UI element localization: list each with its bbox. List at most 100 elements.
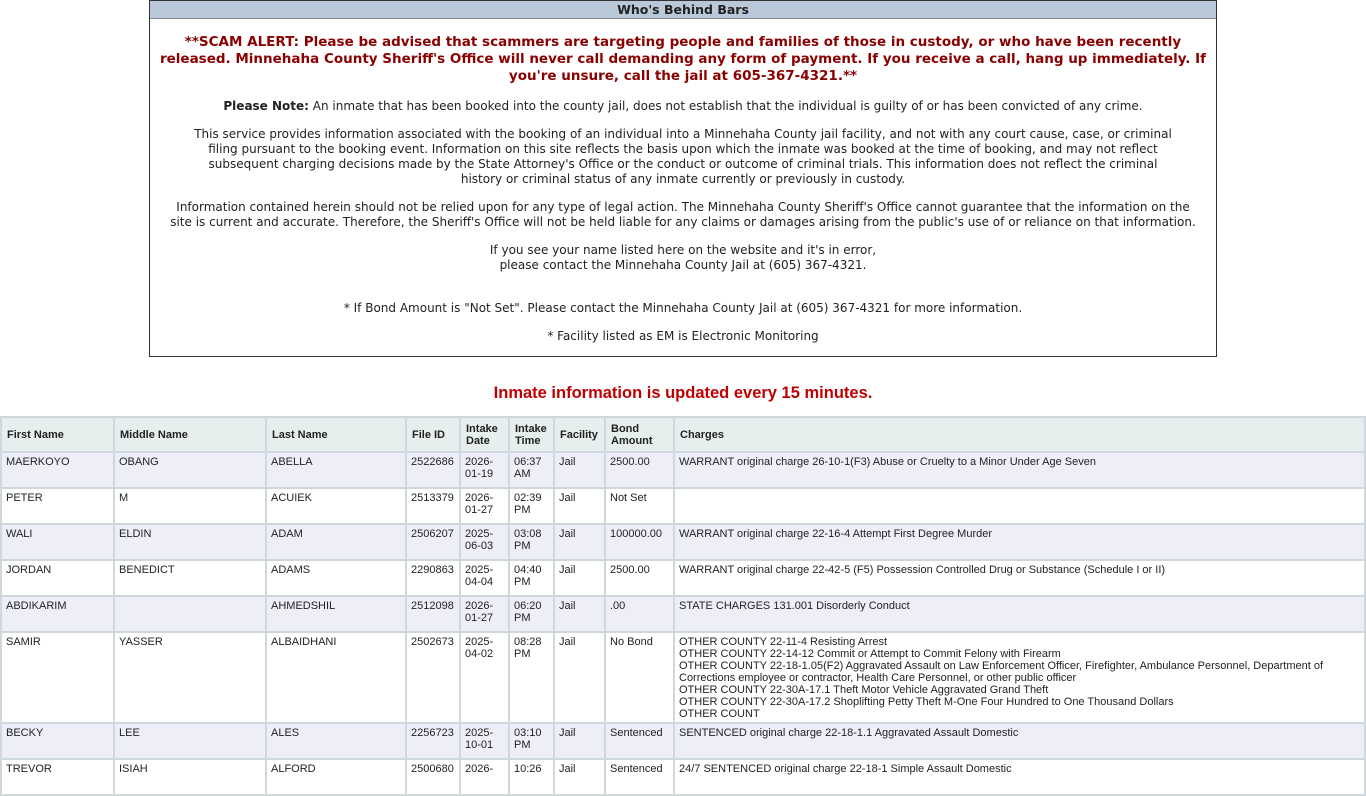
bond-note: * If Bond Amount is "Not Set". Please co… xyxy=(343,301,1023,315)
error-line-2: please contact the Minnehaha County Jail… xyxy=(499,258,867,272)
charge-line: OTHER COUNT xyxy=(679,708,760,720)
cell-time: 03:10 PM xyxy=(508,722,555,760)
column-header[interactable]: Charges xyxy=(673,416,1366,453)
please-note-label: Please Note: xyxy=(223,99,309,113)
notice-title: Who's Behind Bars xyxy=(150,1,1216,19)
charge-line: OTHER COUNTY 22-30A-17.1 Theft Motor Veh… xyxy=(679,684,1049,696)
cell-time: 04:40 PM xyxy=(508,559,555,597)
notice-box: Who's Behind Bars **SCAM ALERT: Please b… xyxy=(149,0,1217,357)
inmate-table: First Name Middle Name Last Name File ID Int… xyxy=(0,416,1366,796)
update-notice: Inmate information is updated every 15 m… xyxy=(493,384,873,402)
cell-first: WALI xyxy=(0,523,115,561)
cell-file-id: 2256723 xyxy=(405,722,461,760)
charge-line: OTHER COUNTY 22-30A-17.2 Shoplifting Pet… xyxy=(679,696,1174,708)
column-header[interactable]: Intake Date xyxy=(459,416,510,453)
table-row: BECKY LEE ALES 2256723 2025-10-01 03:10 PM Jai… xyxy=(0,722,1366,760)
cell-file-id: 2506207 xyxy=(405,523,461,561)
cell-charges: STATE CHARGES 131.001 Disorderly Conduct xyxy=(673,595,1366,633)
column-header[interactable]: First Name xyxy=(0,416,115,453)
cell-last: AHMEDSHIL xyxy=(265,595,407,633)
cell-bond: .00 xyxy=(604,595,675,633)
cell-charges: OTHER COUNTY 22-11-4 Resisting Arrest OTH… xyxy=(673,631,1366,724)
cell-facility: Jail xyxy=(553,523,606,561)
cell-middle: ISIAH xyxy=(113,758,267,796)
cell-middle: YASSER xyxy=(113,631,267,724)
cell-facility: Jail xyxy=(553,631,606,724)
cell-facility: Jail xyxy=(553,758,606,796)
legal-disclaimer: Information contained herein should not … xyxy=(170,200,1196,229)
cell-charges: 24/7 SENTENCED original charge 22-18-1 S… xyxy=(673,758,1366,796)
cell-charges: WARRANT original charge 22-16-4 Attempt … xyxy=(673,523,1366,561)
table-row: TREVOR ISIAH ALFORD 2500680 2026- 10:26 Jail Se… xyxy=(0,758,1366,796)
table-header-row: First Name Middle Name Last Name File ID Int… xyxy=(0,416,1366,453)
cell-first: TREVOR xyxy=(0,758,115,796)
cell-last: ADAMS xyxy=(265,559,407,597)
cell-bond: 100000.00 xyxy=(604,523,675,561)
charge-line: 24/7 SENTENCED original charge 22-18-1 S… xyxy=(679,763,1012,775)
cell-middle: OBANG xyxy=(113,451,267,489)
cell-last: ALFORD xyxy=(265,758,407,796)
cell-date: 2025-04-02 xyxy=(459,631,510,724)
table-row: JORDAN BENEDICT ADAMS 2290863 2025-04-04 04:4… xyxy=(0,559,1366,597)
cell-date: 2025-04-04 xyxy=(459,559,510,597)
charge-line: STATE CHARGES 131.001 Disorderly Conduct xyxy=(679,600,910,612)
cell-date: 2025-06-03 xyxy=(459,523,510,561)
charge-line: WARRANT original charge 22-16-4 Attempt … xyxy=(679,528,993,540)
charge-line: WARRANT original charge 26-10-1(F3) Abus… xyxy=(679,456,1096,468)
service-info: This service provides information associ… xyxy=(194,127,1172,186)
cell-file-id: 2522686 xyxy=(405,451,461,489)
cell-bond: 2500.00 xyxy=(604,451,675,489)
column-header[interactable]: Bond Amount xyxy=(604,416,675,453)
column-header[interactable]: Middle Name xyxy=(113,416,267,453)
cell-facility: Jail xyxy=(553,559,606,597)
cell-bond: Sentenced xyxy=(604,758,675,796)
cell-last: ALES xyxy=(265,722,407,760)
cell-time: 06:37 AM xyxy=(508,451,555,489)
table-row: PETER M ACUIEK 2513379 2026-01-27 02:39 PM Jai… xyxy=(0,487,1366,525)
cell-date: 2026-01-27 xyxy=(459,487,510,525)
cell-time: 10:26 xyxy=(508,758,555,796)
cell-last: ALBAIDHANI xyxy=(265,631,407,724)
cell-first: JORDAN xyxy=(0,559,115,597)
cell-middle xyxy=(113,595,267,633)
cell-date: 2025-10-01 xyxy=(459,722,510,760)
cell-first: PETER xyxy=(0,487,115,525)
cell-bond: Not Set xyxy=(604,487,675,525)
cell-first: SAMIR xyxy=(0,631,115,724)
column-header[interactable]: Last Name xyxy=(265,416,407,453)
column-header[interactable]: Intake Time xyxy=(508,416,555,453)
charge-line: WARRANT original charge 22-42-5 (F5) Pos… xyxy=(679,564,1166,576)
cell-facility: Jail xyxy=(553,451,606,489)
cell-facility: Jail xyxy=(553,487,606,525)
please-note: Please Note: An inmate that has been boo… xyxy=(168,99,1198,114)
cell-middle: BENEDICT xyxy=(113,559,267,597)
cell-first: MAERKOYO xyxy=(0,451,115,489)
cell-time: 03:08 PM xyxy=(508,523,555,561)
cell-time: 06:20 PM xyxy=(508,595,555,633)
cell-facility: Jail xyxy=(553,722,606,760)
cell-first: BECKY xyxy=(0,722,115,760)
cell-time: 02:39 PM xyxy=(508,487,555,525)
cell-charges: WARRANT original charge 26-10-1(F3) Abus… xyxy=(673,451,1366,489)
cell-bond: No Bond xyxy=(604,631,675,724)
cell-date: 2026-01-19 xyxy=(459,451,510,489)
cell-bond: 2500.00 xyxy=(604,559,675,597)
cell-charges xyxy=(673,487,1366,525)
cell-charges: WARRANT original charge 22-42-5 (F5) Pos… xyxy=(673,559,1366,597)
table-row: MAERKOYO OBANG ABELLA 2522686 2026-01-19 06:3… xyxy=(0,451,1366,489)
cell-file-id: 2500680 xyxy=(405,758,461,796)
em-note: * Facility listed as EM is Electronic Mo… xyxy=(547,329,819,343)
table-row: SAMIR YASSER ALBAIDHANI 2502673 2025-04-02 08… xyxy=(0,631,1366,724)
column-header[interactable]: Facility xyxy=(553,416,606,453)
column-header[interactable]: File ID xyxy=(405,416,461,453)
table-row: ABDIKARIM AHMEDSHIL 2512098 2026-01-27 06:20… xyxy=(0,595,1366,633)
cell-middle: LEE xyxy=(113,722,267,760)
cell-charges: SENTENCED original charge 22-18-1.1 Aggr… xyxy=(673,722,1366,760)
cell-file-id: 2290863 xyxy=(405,559,461,597)
charge-line: OTHER COUNTY 22-11-4 Resisting Arrest xyxy=(679,636,888,648)
error-line-1: If you see your name listed here on the … xyxy=(489,243,877,257)
cell-last: ACUIEK xyxy=(265,487,407,525)
charge-line: SENTENCED original charge 22-18-1.1 Aggr… xyxy=(679,727,1019,739)
cell-facility: Jail xyxy=(553,595,606,633)
cell-file-id: 2512098 xyxy=(405,595,461,633)
